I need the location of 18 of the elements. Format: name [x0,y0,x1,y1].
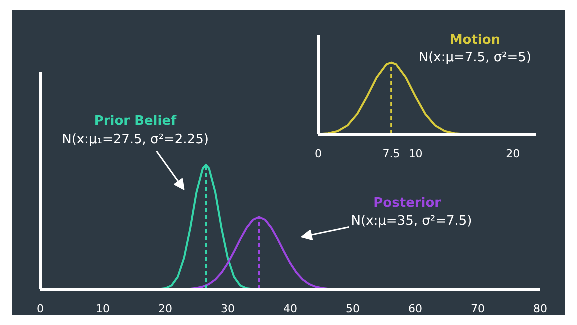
x-tick-label: 10 [96,302,110,316]
text: N(x:μ₁=27.5, σ²=2.25) [62,132,209,148]
x-tick-label: 0 [37,302,44,316]
x-tick-label: 30 [221,302,235,316]
text: Posterior [374,196,442,212]
text: Prior Belief [94,114,178,129]
x-tick-label: 80 [534,302,548,316]
annotation: N(x:μ=7.5, σ²=5) [418,50,532,66]
x-tick-label: 60 [408,302,422,316]
x-tick-label: 7.5 [382,148,400,160]
x-tick-label: 70 [471,302,485,316]
x-tick-label: 50 [346,302,360,316]
x-tick-label: 40 [284,302,298,316]
x-tick-label: 0 [315,148,322,160]
x-tick-label: 10 [408,148,423,160]
x-tick-label: 20 [158,302,172,316]
x-tick-label: 20 [506,148,520,160]
text: Motion [450,33,501,48]
